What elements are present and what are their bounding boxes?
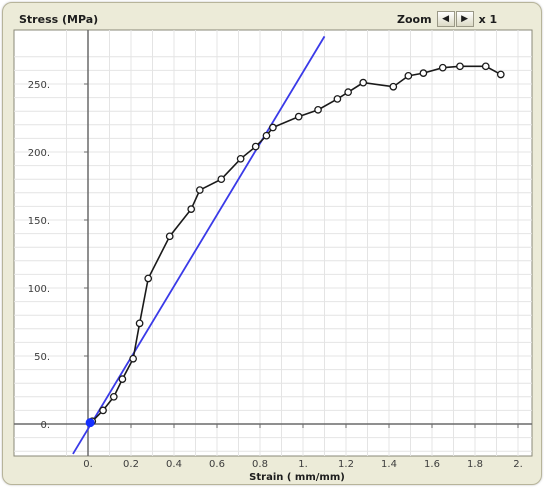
x-tick-label: 2. — [513, 459, 523, 470]
data-point-marker — [236, 154, 245, 163]
data-point-marker — [251, 142, 260, 151]
x-tick-label: 1.2 — [338, 459, 354, 470]
x-tick-label: 0. — [83, 459, 93, 470]
data-point-marker — [359, 78, 368, 87]
data-point-marker — [109, 392, 118, 401]
x-tick-label: 0.8 — [252, 459, 268, 470]
data-point-marker — [438, 63, 447, 72]
x-tick-label: 1. — [298, 459, 308, 470]
data-point-marker — [129, 354, 137, 363]
data-point-marker — [344, 88, 352, 97]
data-point-marker — [262, 131, 271, 140]
data-point-marker — [144, 274, 153, 283]
data-point-marker — [419, 69, 428, 77]
zoom-control: Zoom ◀ ▶ x 1 — [397, 11, 497, 27]
left-arrow-icon: ◀ — [442, 14, 450, 24]
y-tick-label: 50. — [34, 352, 50, 363]
data-point-marker — [389, 82, 398, 91]
zoom-in-button[interactable]: ▶ — [455, 11, 474, 27]
plot-area — [13, 29, 533, 457]
x-axis-title: Strain ( mm/mm) — [249, 472, 345, 483]
y-tick-label: 0. — [40, 420, 50, 431]
data-point-marker — [481, 62, 490, 71]
right-arrow-icon: ▶ — [461, 14, 469, 24]
origin-point-marker — [85, 418, 95, 428]
zoom-label: Zoom — [397, 12, 432, 26]
y-tick-label: 200. — [28, 148, 50, 159]
y-tick-label: 150. — [28, 216, 50, 227]
data-point-marker — [135, 319, 144, 328]
zoom-buttons: ◀ ▶ — [436, 11, 474, 27]
x-tick-label: 1.8 — [467, 459, 483, 470]
data-point-marker — [496, 70, 505, 79]
data-point-marker — [333, 95, 342, 103]
data-point-marker — [404, 71, 413, 80]
x-tick-label: 1.6 — [424, 459, 440, 470]
zoom-level: x 1 — [478, 12, 498, 26]
data-point-marker — [456, 62, 464, 71]
data-point-marker — [118, 375, 127, 383]
data-point-marker — [269, 123, 277, 132]
y-tick-label: 250. — [28, 80, 50, 91]
x-tick-label: 1.4 — [381, 459, 397, 470]
x-tick-label: 0.4 — [166, 459, 182, 470]
data-point-marker — [217, 175, 226, 184]
zoom-out-button[interactable]: ◀ — [436, 11, 455, 27]
data-point-marker — [195, 186, 204, 194]
data-point-marker — [314, 105, 322, 114]
data-point-marker — [165, 232, 174, 241]
y-tick-label: 100. — [28, 284, 50, 295]
chart-title: Stress (MPa) — [19, 13, 99, 26]
fit-line — [72, 35, 326, 455]
x-tick-label: 0.6 — [209, 459, 225, 470]
data-point-marker — [99, 406, 107, 415]
data-point-marker — [294, 112, 303, 121]
x-tick-label: 0.2 — [123, 459, 139, 470]
data-point-marker — [187, 205, 196, 213]
